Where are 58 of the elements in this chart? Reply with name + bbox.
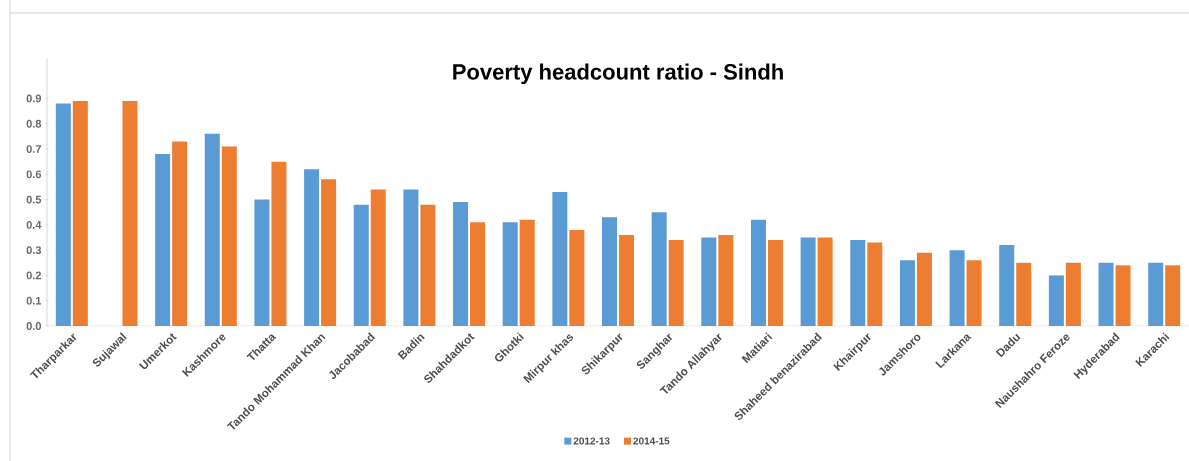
- bar: [718, 234, 734, 326]
- bar: [420, 204, 436, 326]
- bar: [767, 240, 783, 326]
- bar: [1165, 265, 1181, 326]
- chart-title: Poverty headcount ratio - Sindh: [453, 63, 783, 85]
- y-tick-label: 0.5: [26, 195, 42, 204]
- bar: [949, 250, 965, 326]
- bar: [370, 189, 386, 326]
- bar: [1115, 265, 1131, 326]
- y-tick-label: 0.3: [26, 246, 42, 255]
- bar: [55, 103, 71, 326]
- bar: [750, 219, 766, 326]
- legend-label: 2012-13: [573, 437, 610, 445]
- bar: [1148, 262, 1164, 326]
- bar: [552, 192, 568, 326]
- bar: [817, 237, 833, 326]
- y-tick-label: 0.4: [26, 220, 42, 229]
- bar: [254, 199, 270, 326]
- legend-label: 2014-15: [633, 437, 670, 445]
- bar: [668, 240, 684, 326]
- bar: [701, 237, 717, 326]
- bar: [204, 133, 220, 326]
- y-tick-label: 0.7: [26, 145, 41, 153]
- bar: [966, 260, 982, 326]
- y-tick-label: 0.8: [26, 119, 42, 128]
- bar: [916, 252, 932, 326]
- bar: [999, 245, 1015, 326]
- bar: [122, 100, 138, 326]
- y-tick-label: 0.2: [26, 271, 42, 280]
- bar: [651, 212, 667, 326]
- bar: [321, 179, 337, 326]
- bar: [850, 240, 866, 326]
- bar: [1065, 262, 1081, 326]
- bar: [221, 146, 237, 326]
- bar: [271, 161, 287, 326]
- y-tick-label: 0.1: [26, 296, 42, 305]
- bar: [1048, 275, 1064, 326]
- bar: [619, 234, 634, 326]
- y-tick-label: 0.0: [26, 322, 42, 330]
- bar: [800, 237, 816, 326]
- bar: [453, 202, 469, 326]
- bar: [470, 222, 486, 326]
- bar: [72, 100, 88, 326]
- bar: [304, 169, 320, 326]
- bar: [602, 217, 618, 326]
- bar: [1098, 262, 1114, 326]
- bar: [155, 154, 171, 326]
- y-tick-label: 0.6: [26, 170, 42, 179]
- bar: [1016, 262, 1032, 326]
- bar: [867, 242, 883, 326]
- bar: [569, 229, 585, 326]
- bar: [502, 222, 518, 326]
- bar: [519, 219, 535, 326]
- y-tick-label: 0.9: [26, 94, 42, 103]
- bar: [353, 204, 369, 326]
- bar: [899, 260, 915, 326]
- bar: [172, 141, 188, 326]
- bar: [403, 189, 419, 326]
